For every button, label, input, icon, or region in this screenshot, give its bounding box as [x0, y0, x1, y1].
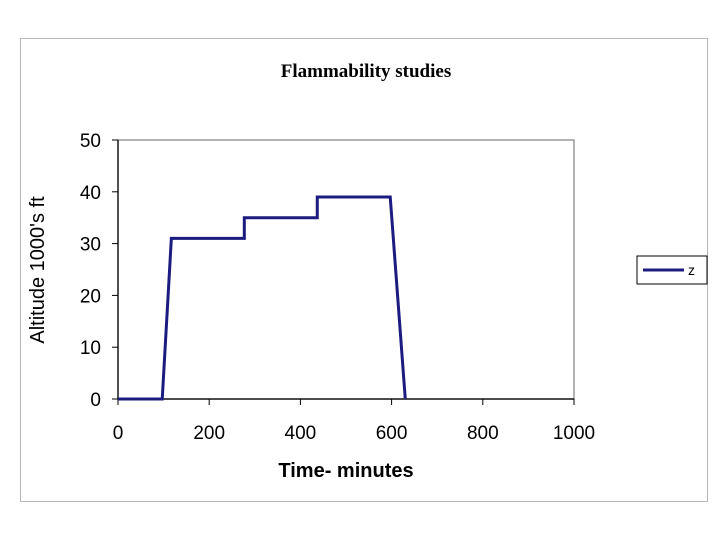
x-tick-label: 200 [193, 423, 225, 444]
x-axis-label: Time- minutes [278, 460, 413, 482]
y-tick-label: 10 [80, 338, 101, 359]
legend: z [636, 255, 708, 285]
x-tick-label: 400 [285, 423, 317, 444]
series-layer [118, 195, 407, 401]
x-tick-label: 1000 [553, 423, 595, 444]
y-axis: 0 10 20 30 40 50 [80, 131, 119, 411]
y-axis-label: Altitude 1000's ft [27, 196, 49, 344]
x-tick-label: 600 [376, 423, 408, 444]
x-axis: 0 200 400 600 800 1000 [113, 398, 595, 444]
y-tick-label: 20 [80, 286, 101, 307]
x-tick-label: 0 [113, 423, 124, 444]
legend-label: z [688, 262, 695, 278]
y-tick-label: 30 [80, 235, 101, 256]
chart-title: Flammability studies [281, 61, 451, 82]
y-tick-label: 50 [80, 131, 101, 152]
series-line-z [118, 195, 407, 401]
x-tick-label: 800 [467, 423, 499, 444]
plot-area [117, 139, 575, 400]
y-tick-label: 40 [80, 183, 101, 204]
y-tick-label: 0 [90, 390, 101, 411]
